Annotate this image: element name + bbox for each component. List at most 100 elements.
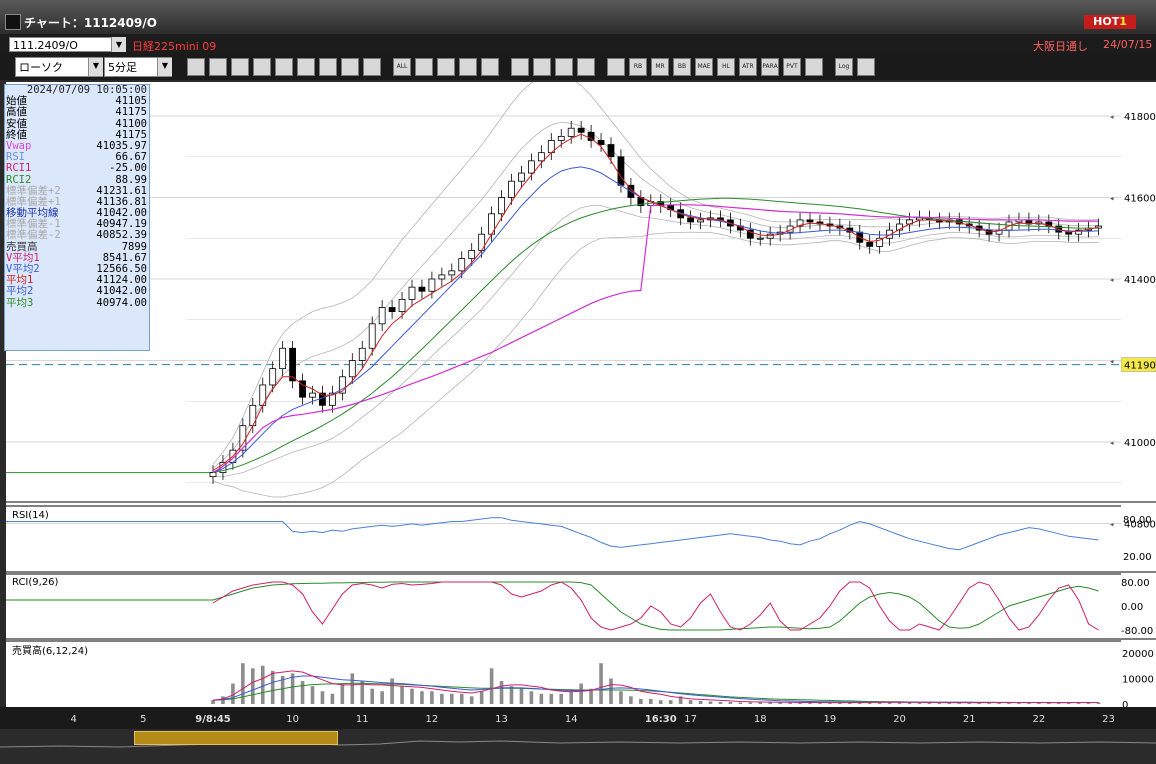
volume-bar <box>539 693 544 704</box>
tool-atr-icon[interactable]: ATR <box>739 58 757 76</box>
chart-area[interactable]: RSI(14) RCI(9,26) 売買高(6,12,24) ◂ ◂ ◂ ◂ ◂ ◂ <box>6 72 1121 707</box>
info-row-label: RCI1 <box>6 162 32 175</box>
volume-bar <box>728 701 733 704</box>
tool-select-icon[interactable] <box>459 58 477 76</box>
volume-bar <box>499 681 504 704</box>
volume-bar <box>1007 702 1011 704</box>
chart-type-dropdown-icon[interactable]: ▼ <box>88 58 103 76</box>
tool-sell-icon[interactable] <box>253 58 271 76</box>
tool-hl-icon[interactable]: HL <box>717 58 735 76</box>
volume-bar <box>479 691 484 704</box>
candle-body <box>557 135 565 141</box>
tool-info-icon[interactable] <box>341 58 359 76</box>
tool-scale-icon[interactable] <box>275 58 293 76</box>
volume-bar <box>350 673 355 704</box>
volume-bar <box>947 702 952 704</box>
candle-body <box>528 160 535 174</box>
volume-bar <box>459 693 464 704</box>
volume-bar <box>967 702 971 704</box>
candle-body <box>607 144 615 158</box>
tool-trash-icon[interactable] <box>533 58 551 76</box>
symbol-input[interactable]: 111.2409/O <box>9 37 125 52</box>
volume-bar <box>987 702 991 704</box>
candle-body <box>498 197 505 215</box>
tool-mae-icon[interactable]: MAE <box>695 58 713 76</box>
info-row-label: 高値 <box>6 106 27 119</box>
volume-bar <box>649 698 653 704</box>
info-row: 平均1 41124.00 <box>5 274 149 286</box>
volume-bar <box>270 670 275 704</box>
tool-eraser-icon[interactable] <box>481 58 499 76</box>
volume-bar <box>808 702 812 704</box>
time-tick-label: 14 <box>565 714 578 725</box>
current-price-tag <box>1120 357 1156 372</box>
tool-mr-icon[interactable]: MR <box>651 58 669 76</box>
candle-body <box>309 392 316 398</box>
tool-rb-icon[interactable]: RB <box>629 58 647 76</box>
volume-bar <box>678 696 683 704</box>
tool-line-icon[interactable] <box>437 58 455 76</box>
tool-buy-icon[interactable] <box>231 58 249 76</box>
tool-shape-icon[interactable] <box>319 58 337 76</box>
tool-pen-icon[interactable] <box>415 58 433 76</box>
volume-bar <box>410 688 414 704</box>
tool-delete-icon[interactable] <box>363 58 381 76</box>
volume-bar <box>509 686 514 704</box>
volume-bar <box>907 702 912 704</box>
info-row-value: 41175 <box>115 128 147 141</box>
candle-body <box>876 237 884 247</box>
tool-all-icon[interactable]: ALL <box>393 58 411 76</box>
volume-bar <box>251 668 255 704</box>
volume-bar <box>639 698 643 704</box>
info-row-label: 標準偏差-1 <box>6 218 61 231</box>
hot-number: 1 <box>1119 15 1127 28</box>
tool-tools-icon[interactable] <box>577 58 595 76</box>
symbol-dropdown-icon[interactable]: ▼ <box>111 37 126 52</box>
volume-bar <box>340 683 345 704</box>
info-row-value: 8541.67 <box>102 251 147 264</box>
info-row-label: 標準偏差-2 <box>6 229 61 242</box>
info-row-label: 平均2 <box>6 285 34 298</box>
interval-dropdown-icon[interactable]: ▼ <box>157 58 172 76</box>
time-tick-label: 17 <box>684 714 697 725</box>
tool-palette-icon[interactable] <box>607 58 625 76</box>
volume-bar <box>848 702 852 704</box>
rsi-tick-label: 80.00 <box>1123 515 1152 526</box>
session-date: 24/07/15 <box>1103 38 1153 51</box>
tool-frame-icon[interactable] <box>805 58 823 76</box>
tool-trend-icon[interactable] <box>297 58 315 76</box>
tool-bb-icon[interactable]: BB <box>673 58 691 76</box>
time-tick-label: 22 <box>1032 714 1045 725</box>
tool-setup-icon[interactable] <box>555 58 573 76</box>
info-row-label: 始値 <box>6 95 27 108</box>
tool-pvt-icon[interactable]: PVT <box>783 58 801 76</box>
chart-svg[interactable]: RSI(14) RCI(9,26) 売買高(6,12,24) ◂ ◂ ◂ ◂ ◂ ◂ <box>6 72 1121 707</box>
volume-bar <box>778 702 782 704</box>
tool-cursor-icon[interactable] <box>209 58 227 76</box>
chart-type-select[interactable]: ローソク <box>15 57 103 77</box>
tool-para-icon[interactable]: PARA <box>761 58 779 76</box>
tool-zoom-icon[interactable] <box>187 58 205 76</box>
candle-body <box>537 152 545 162</box>
price-tick-marker: ◂ <box>1110 113 1114 121</box>
info-row: 売買高 7899 <box>5 241 149 253</box>
tool-log-icon[interactable]: Log <box>835 58 853 76</box>
volume-bar <box>1047 702 1051 704</box>
scroll-thumb[interactable] <box>134 731 338 745</box>
hot-badge[interactable]: HOT1 <box>1084 15 1136 29</box>
volume-bar <box>579 683 583 704</box>
candle-body <box>468 250 476 260</box>
tool-export-icon[interactable] <box>857 58 875 76</box>
price-tick-marker: ◂ <box>1110 521 1114 529</box>
volume-bar <box>1037 702 1041 704</box>
volume-bar <box>390 678 394 704</box>
volume-bar <box>877 701 882 704</box>
volume-bar <box>619 691 623 704</box>
volume-bar <box>887 701 892 704</box>
interval-select[interactable]: 5分足 <box>104 57 172 77</box>
vol-tick-label: 10000 <box>1122 675 1154 686</box>
candle-body <box>328 392 336 406</box>
tool-note-icon[interactable] <box>511 58 529 76</box>
candle-body <box>508 180 515 198</box>
info-row-value: 41042.00 <box>96 285 147 298</box>
